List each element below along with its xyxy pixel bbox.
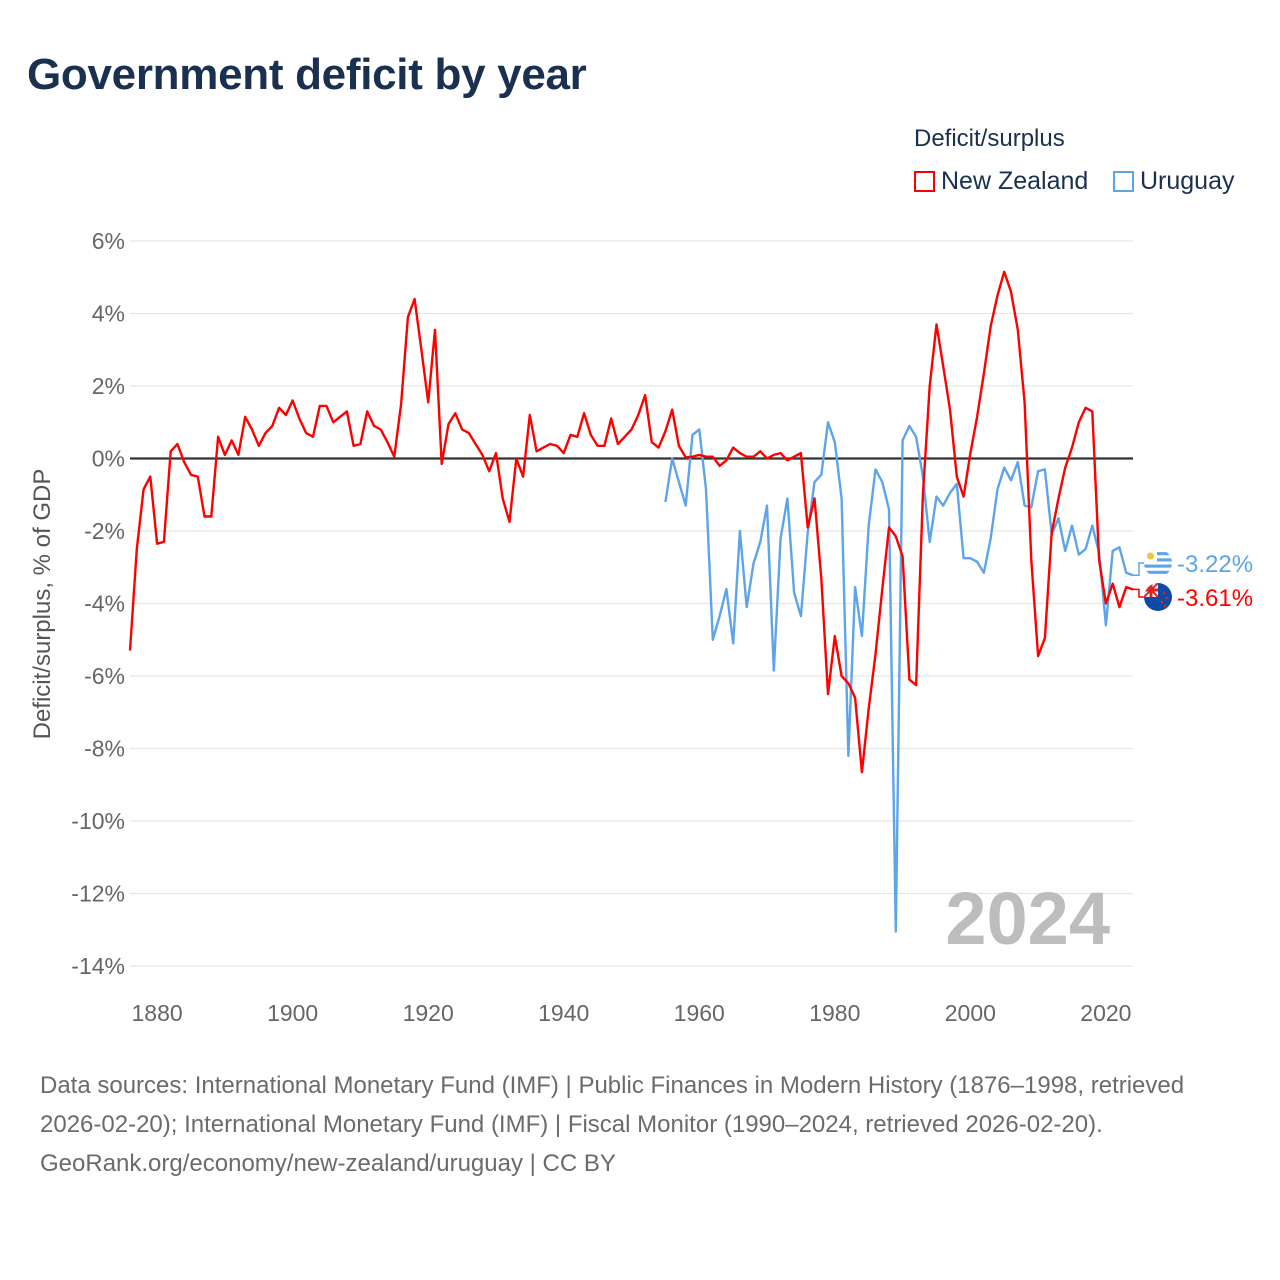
flag-star	[1165, 596, 1169, 600]
legend-item-uruguay[interactable]: Uruguay	[1113, 167, 1235, 196]
flag-new-zealand-icon	[1144, 583, 1172, 611]
legend-swatch-uruguay	[1113, 171, 1134, 192]
flag-uruguay-icon	[1144, 549, 1172, 577]
y-tick-label: -10%	[71, 808, 125, 834]
flag-stripe	[1144, 570, 1172, 574]
chart-title: Government deficit by year	[27, 50, 587, 99]
x-tick-label: 1900	[267, 1000, 318, 1026]
x-tick-label: 2020	[1080, 1000, 1131, 1026]
x-tick-label: 1880	[132, 1000, 183, 1026]
y-tick-label: -8%	[84, 736, 125, 762]
year-watermark: 2024	[945, 877, 1110, 960]
gridlines: 6% 4% 2% 0% -2% -4% -6% -8% -10% -12% -14% 1880 1900…	[71, 228, 1133, 1026]
y-tick-label: -4%	[84, 591, 125, 617]
y-tick-label: 6%	[92, 228, 125, 254]
y-tick-label: 2%	[92, 373, 125, 399]
legend-title: Deficit/surplus	[914, 125, 1065, 152]
flag-star	[1163, 604, 1167, 608]
y-tick-label: 0%	[92, 446, 125, 472]
flag-body	[1144, 583, 1172, 611]
credit-link[interactable]: GeoRank.org/economy/new-zealand/uruguay …	[40, 1150, 616, 1177]
flag-star	[1160, 600, 1164, 604]
flag-stripe	[1144, 564, 1172, 568]
flag-stripe	[1144, 552, 1172, 556]
flag-sun	[1147, 552, 1154, 560]
end-labels: -3.22% -3.61%	[1133, 549, 1253, 612]
y-axis-label: Deficit/surplus, % of GDP	[29, 469, 56, 740]
y-tick-label: -14%	[71, 953, 125, 979]
legend-label-new-zealand: New Zealand	[941, 167, 1089, 195]
legend-swatch-new-zealand	[914, 171, 935, 192]
flag-stripe	[1144, 558, 1172, 562]
y-tick-label: -6%	[84, 663, 125, 689]
legend-label-uruguay: Uruguay	[1140, 167, 1235, 195]
x-tick-label: 1980	[809, 1000, 860, 1026]
leader-line-uruguay	[1133, 562, 1145, 576]
y-tick-label: -2%	[84, 518, 125, 544]
footer: Data sources: International Monetary Fun…	[40, 1066, 1250, 1183]
x-tick-label: 1960	[674, 1000, 725, 1026]
flag-cross	[1144, 583, 1158, 597]
data-sources: Data sources: International Monetary Fun…	[40, 1072, 1185, 1138]
series-lines	[128, 270, 1134, 933]
x-tick-label: 1940	[538, 1000, 589, 1026]
flag-body	[1144, 549, 1172, 577]
y-tick-label: 4%	[92, 301, 125, 327]
x-tick-label: 2000	[945, 1000, 996, 1026]
flag-star	[1162, 591, 1166, 595]
series-line-uruguay	[664, 421, 1134, 933]
x-tick-label: 1920	[403, 1000, 454, 1026]
leader-line-new-zealand	[1133, 588, 1145, 598]
end-label-uruguay: -3.22%	[1177, 551, 1253, 578]
end-label-new-zealand: -3.61%	[1177, 585, 1253, 612]
legend-item-new-zealand[interactable]: New Zealand	[914, 167, 1088, 196]
line-chart: 6% 4% 2% 0% -2% -4% -6% -8% -10% -12% -14% 1880 1900…	[29, 228, 1253, 1026]
series-line-new-zealand	[128, 270, 1134, 774]
y-tick-label: -12%	[71, 881, 125, 907]
